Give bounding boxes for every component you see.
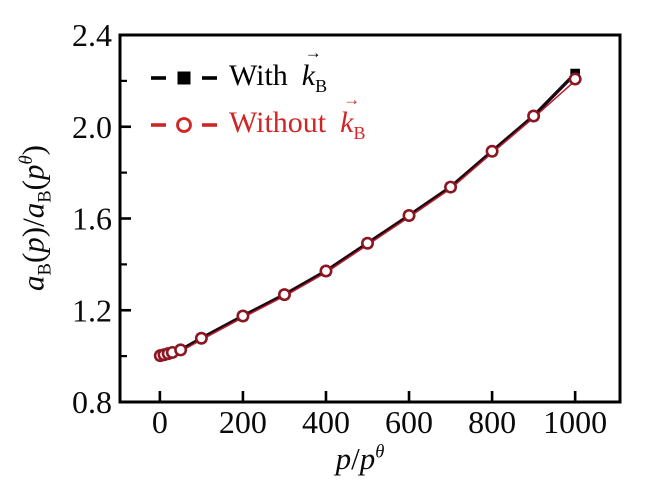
marker-open-circle [402, 209, 416, 223]
k-vector-symbol: → kB [340, 91, 366, 144]
y-title-paren2: ( [15, 180, 51, 191]
marker-open-circle [361, 236, 375, 250]
y-title-paren3: ) [15, 145, 51, 156]
y-title-var-p1: p [15, 237, 51, 253]
x-tick-label: 400 [302, 404, 350, 440]
x-title-slash: / [351, 441, 360, 476]
x-tick-label: 200 [219, 404, 267, 440]
legend-label-prefix: With [229, 58, 288, 92]
x-tick-label: 800 [468, 404, 516, 440]
legend-label-prefix: Without [229, 105, 327, 139]
y-title-var-p2: p [15, 164, 51, 181]
marker-open-circle [527, 109, 541, 123]
marker-open-circle [444, 180, 458, 194]
y-tick-label: 1.2 [72, 292, 112, 328]
legend-item-without-kb: Without → kB [150, 91, 366, 148]
marker-open-circle [236, 309, 250, 323]
x-title-var-p1: p [335, 441, 352, 476]
vector-arrow-icon: → [304, 42, 322, 62]
legend-item-with-kb: With → kB [150, 44, 366, 101]
marker-open-circle [194, 331, 208, 345]
x-title-var-p2: p [359, 441, 376, 476]
y-title-var-a1: a [15, 275, 51, 291]
x-title-theta: θ [375, 441, 385, 463]
k-subscript: B [315, 75, 328, 96]
k-letter: k [301, 58, 316, 92]
y-axis-title: aB(p)/aB(pθ) [15, 145, 56, 291]
k-letter: k [340, 105, 354, 139]
k-vector-symbol: → kB [301, 44, 328, 97]
legend-marker-open-circle-icon [151, 116, 217, 133]
y-tick-label: 2.4 [72, 17, 112, 53]
marker-open-circle [277, 288, 291, 302]
x-tick-label: 600 [385, 404, 433, 440]
legend: With → kB Without → kB [150, 44, 366, 148]
y-title-sub1: B [34, 263, 56, 276]
marker-open-circle [319, 264, 333, 278]
legend-marker-filled-square-icon [151, 71, 217, 84]
plot-frame [118, 33, 622, 404]
y-tick-label: 1.6 [72, 201, 112, 237]
x-axis-title: p/pθ [336, 441, 385, 477]
y-title-var-a2: a [15, 202, 51, 219]
legend-label: Without → kB [229, 91, 366, 144]
y-title-slash: )/ [15, 218, 51, 238]
y-tick-label: 2.0 [72, 109, 112, 145]
k-subscript: B [353, 122, 366, 143]
marker-open-circle [174, 343, 188, 357]
x-tick-label: 1000 [543, 404, 607, 440]
y-title-sub2: B [34, 190, 56, 203]
marker-open-circle [568, 72, 582, 86]
x-tick-label: 0 [152, 404, 168, 440]
y-tick-label: 0.8 [72, 384, 112, 420]
marker-open-circle [485, 144, 499, 158]
y-title-theta: θ [16, 155, 38, 165]
y-title-paren1: ( [15, 252, 51, 264]
legend-label: With → kB [229, 44, 328, 97]
vector-arrow-icon: → [343, 89, 361, 109]
